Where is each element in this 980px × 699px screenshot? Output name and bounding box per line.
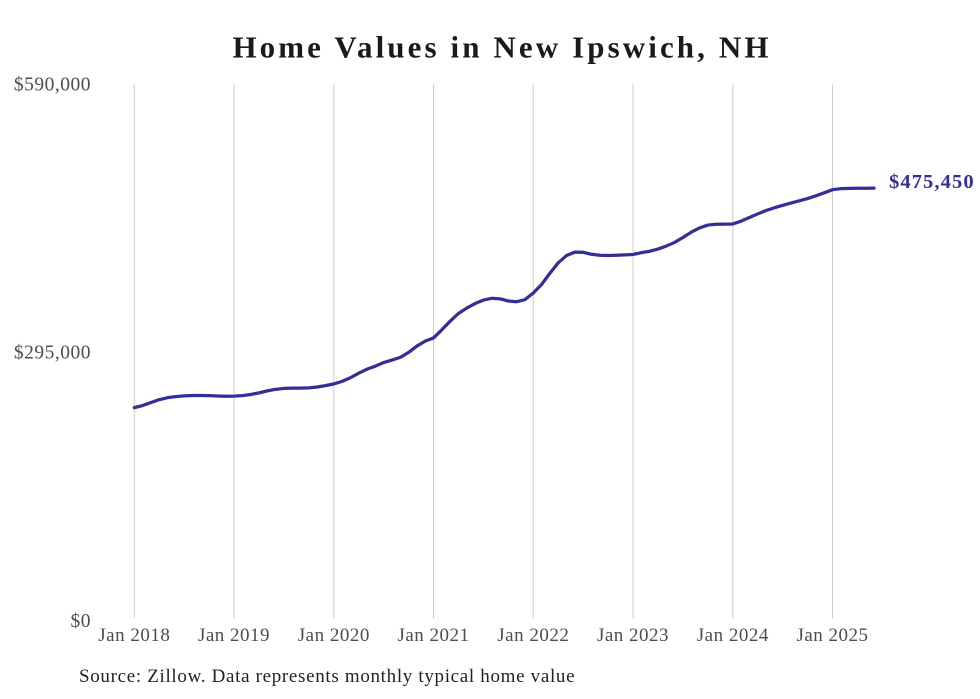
svg-text:Jan 2024: Jan 2024 [697,625,769,646]
svg-text:Jan 2018: Jan 2018 [98,625,170,646]
svg-text:Jan 2019: Jan 2019 [198,625,270,646]
svg-text:Jan 2022: Jan 2022 [497,625,569,646]
svg-text:Jan 2021: Jan 2021 [397,625,469,646]
svg-text:$295,000: $295,000 [14,342,91,363]
svg-text:$475,450: $475,450 [889,171,975,193]
svg-text:Source: Zillow. Data represent: Source: Zillow. Data represents monthly … [79,666,575,687]
svg-text:$0: $0 [71,611,92,632]
svg-text:Home Values in New Ipswich, NH: Home Values in New Ipswich, NH [232,30,771,65]
svg-text:Jan 2023: Jan 2023 [597,625,669,646]
svg-text:Jan 2025: Jan 2025 [796,625,868,646]
svg-text:$590,000: $590,000 [14,74,91,95]
svg-text:Jan 2020: Jan 2020 [298,625,370,646]
